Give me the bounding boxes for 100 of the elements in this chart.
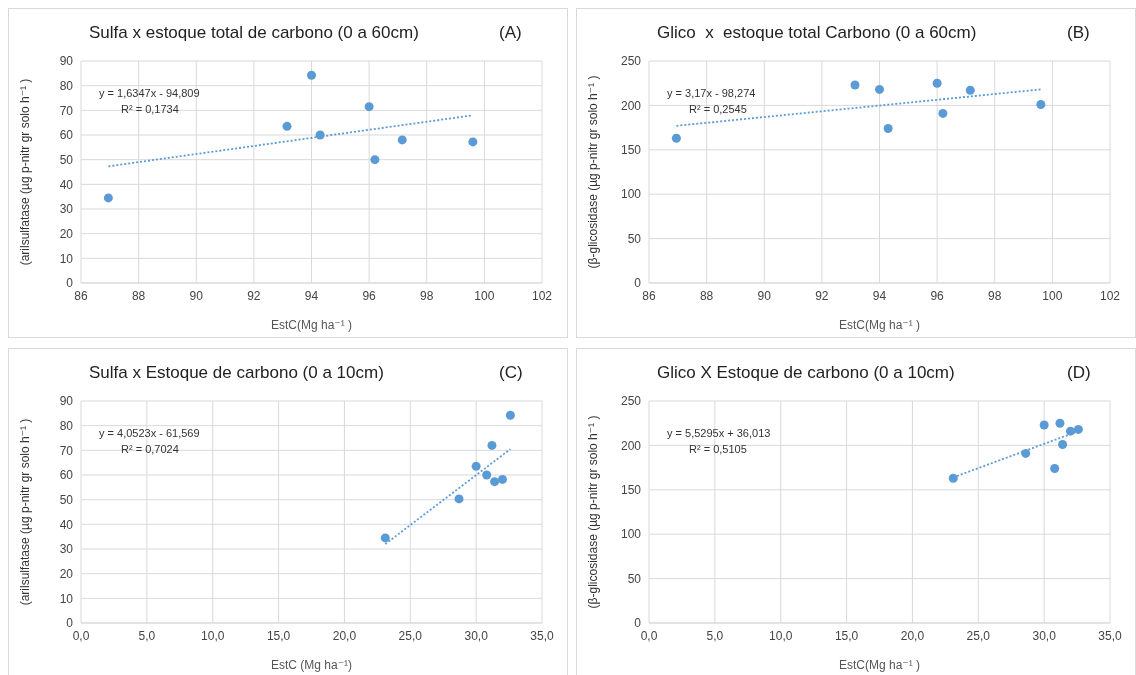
- x-tick-label: 86: [74, 288, 88, 303]
- point: [468, 137, 478, 147]
- x-tick-label: 98: [988, 288, 1002, 303]
- x-tick-label: 15,0: [266, 628, 291, 643]
- x-axis-title: EstC(Mg ha⁻¹ ): [838, 658, 921, 672]
- point: [1065, 426, 1075, 436]
- y-tick-label: 0: [634, 616, 642, 631]
- point: [965, 85, 975, 95]
- annotation: R² = 0,1734: [121, 103, 179, 115]
- point: [850, 80, 860, 90]
- point: [103, 193, 113, 203]
- y-tick-label: 10: [59, 591, 74, 606]
- x-tick-label: 25,0: [966, 628, 991, 643]
- y-tick-label: 80: [59, 418, 74, 433]
- y-axis-title: (arilsulfatase (µg p-nitr gr solo h⁻¹ ): [18, 78, 33, 266]
- text: (D): [1067, 363, 1091, 383]
- x-tick-label: 102: [531, 288, 553, 303]
- x-tick-label: 0,0: [640, 628, 658, 643]
- x-tick-label: 30,0: [1032, 628, 1057, 643]
- y-tick-label: 80: [59, 78, 74, 93]
- point: [1021, 448, 1031, 458]
- annotation: y = 4,0523x - 61,569: [99, 427, 200, 439]
- x-axis-title: EstC(Mg ha⁻¹ ): [270, 318, 353, 332]
- y-tick-label: 40: [59, 517, 74, 532]
- x-tick-label: 20,0: [332, 628, 357, 643]
- text: (B): [1067, 23, 1090, 43]
- text: (C): [499, 363, 523, 383]
- y-tick-label: 0: [634, 276, 642, 291]
- y-tick-label: 70: [59, 443, 74, 458]
- point: [932, 78, 942, 88]
- y-tick-label: 90: [59, 394, 74, 409]
- x-tick-label: 35,0: [1098, 628, 1122, 643]
- point: [490, 477, 500, 487]
- x-tick-label: 10,0: [201, 628, 225, 643]
- point: [1050, 463, 1060, 473]
- x-tick-label: 92: [815, 288, 829, 303]
- x-tick-label: 100: [474, 288, 495, 303]
- y-tick-label: 150: [620, 483, 642, 498]
- point: [364, 102, 374, 112]
- x-tick-label: 5,0: [706, 628, 724, 643]
- point: [487, 440, 497, 450]
- point: [875, 84, 884, 94]
- annotation: y = 5,5295x + 36,013: [667, 427, 771, 439]
- point: [1058, 440, 1068, 450]
- point: [454, 494, 464, 504]
- point: [883, 123, 893, 133]
- chart-title: Sulfa x Estoque de carbono (0 a 10cm): [89, 363, 384, 383]
- point: [471, 461, 481, 471]
- annotation: y = 3,17x - 98,274: [667, 87, 756, 99]
- y-tick-label: 30: [59, 542, 74, 557]
- x-axis-title: EstC(Mg ha⁻¹ ): [838, 318, 921, 332]
- x-tick-label: 5,0: [138, 628, 156, 643]
- point: [1039, 420, 1049, 430]
- chart-title: Glico x estoque total Carbono (0 a 60cm): [657, 23, 977, 43]
- y-tick-label: 10: [59, 251, 74, 266]
- point: [315, 130, 325, 140]
- point: [948, 473, 958, 483]
- y-tick-label: 20: [59, 566, 74, 581]
- x-tick-label: 30,0: [464, 628, 489, 643]
- y-tick-label: 0: [66, 276, 74, 291]
- x-tick-label: 94: [872, 288, 887, 303]
- y-tick-label: 150: [620, 143, 642, 158]
- y-tick-label: 20: [59, 226, 74, 241]
- point: [938, 108, 948, 118]
- point: [482, 470, 492, 480]
- point: [497, 474, 507, 484]
- chart-title: Glico X Estoque de carbono (0 a 10cm): [657, 363, 955, 383]
- y-tick-label: 50: [627, 571, 642, 586]
- annotation: R² = 0,5105: [689, 443, 747, 455]
- x-tick-label: 20,0: [900, 628, 925, 643]
- y-axis-title: (arilsulfatase (µg p-nitr gr solo h⁻¹ ): [18, 418, 33, 606]
- x-tick-label: 94: [304, 288, 319, 303]
- x-tick-label: 96: [930, 288, 945, 303]
- x-tick-label: 88: [699, 288, 714, 303]
- chart-title: Sulfa x estoque total de carbono (0 a 60cm): [89, 23, 419, 43]
- x-tick-label: 35,0: [530, 628, 554, 643]
- annotation: R² = 0,2545: [689, 103, 747, 115]
- y-tick-label: 200: [620, 98, 642, 113]
- y-tick-label: 60: [59, 468, 74, 483]
- point: [397, 135, 407, 145]
- point: [380, 533, 390, 543]
- y-tick-label: 50: [59, 152, 74, 167]
- y-tick-label: 90: [59, 54, 74, 69]
- x-tick-label: 10,0: [769, 628, 793, 643]
- x-tick-label: 15,0: [834, 628, 859, 643]
- y-tick-label: 100: [620, 187, 642, 202]
- x-tick-label: 102: [1099, 288, 1121, 303]
- y-tick-label: 250: [620, 394, 642, 409]
- point: [1073, 424, 1083, 434]
- annotation: R² = 0,7024: [121, 443, 179, 455]
- y-tick-label: 40: [59, 177, 74, 192]
- y-tick-label: 250: [620, 54, 642, 69]
- y-tick-label: 0: [66, 616, 74, 631]
- point: [1055, 418, 1065, 428]
- x-tick-label: 98: [420, 288, 434, 303]
- x-axis-title: EstC (Mg ha⁻¹): [270, 658, 353, 672]
- point: [282, 121, 292, 131]
- y-tick-label: 50: [59, 492, 74, 507]
- point: [671, 133, 681, 143]
- x-tick-label: 0,0: [72, 628, 90, 643]
